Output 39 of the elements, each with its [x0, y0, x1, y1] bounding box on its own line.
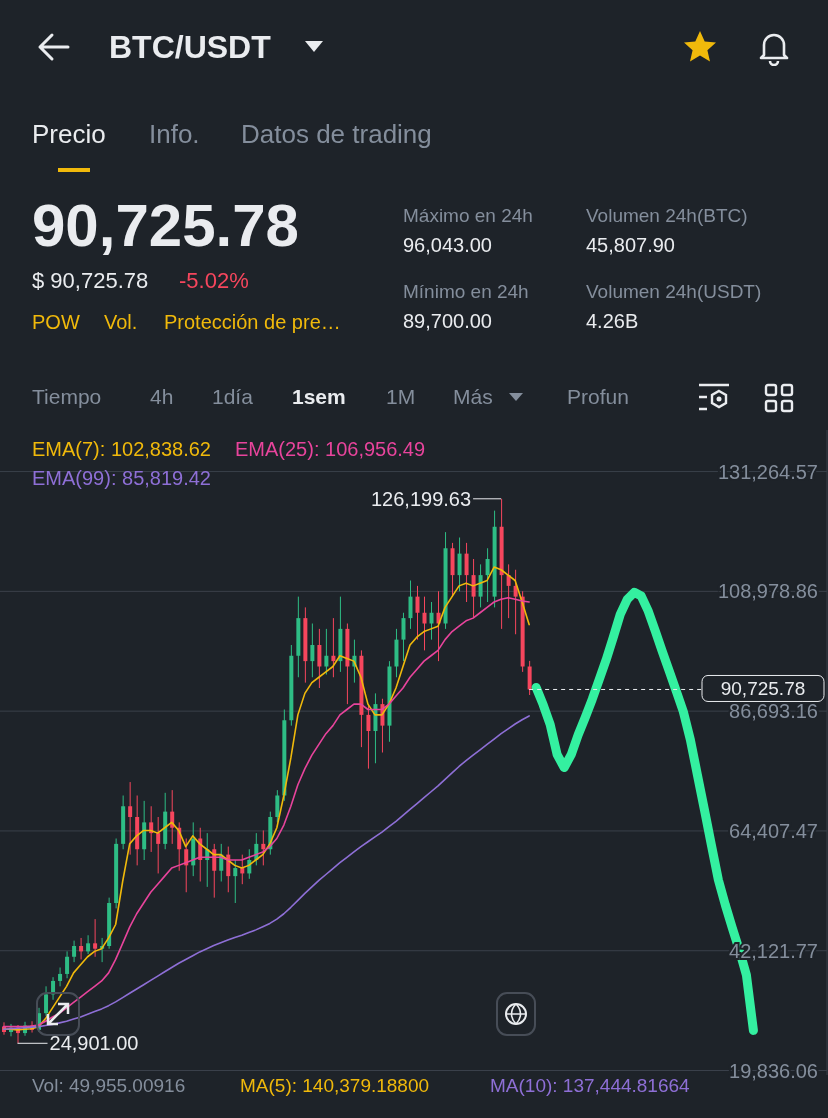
y-tick-label: 64,407.47 — [729, 819, 818, 842]
text: 45,807.90 — [586, 234, 675, 256]
text: Precio — [32, 118, 106, 149]
text: 1día — [212, 385, 253, 409]
text: 1M — [386, 385, 416, 409]
annotation: MA(10): 137,444.81664 — [490, 1074, 690, 1097]
chart-title: BTC/USDT — [109, 28, 271, 66]
text: $ 90,725.78 — [32, 267, 149, 294]
y-tick-label: 131,264.57 — [717, 460, 818, 483]
text: Más — [453, 385, 493, 409]
text: Protección de pre… — [164, 311, 341, 333]
text: Máximo en 24h — [403, 204, 533, 227]
text: EMA(7): 102,838.62 — [32, 438, 211, 461]
text: Mínimo en 24h — [403, 280, 529, 303]
text: Vol. — [104, 311, 138, 333]
ref-line-label: 90,725.78 — [720, 678, 806, 700]
text: 1sem — [292, 385, 346, 409]
y-tick-label: 108,978.86 — [717, 580, 818, 603]
text: 89,700.00 — [403, 310, 492, 332]
text: Profun — [567, 385, 629, 409]
text: 90,725.78 — [32, 192, 299, 259]
text: EMA(99): 85,819.42 — [32, 467, 211, 490]
text: -5.02% — [179, 267, 249, 294]
text: Info. — [149, 118, 200, 149]
text: 4h — [150, 385, 174, 409]
y-tick-label: 86,693.16 — [729, 700, 818, 723]
text: EMA(25): 106,956.49 — [235, 438, 426, 461]
text: Volumen 24h(BTC) — [586, 204, 748, 227]
annotation: 24,901.00 — [49, 1032, 139, 1055]
text: 96,043.00 — [403, 234, 492, 256]
text: Datos de trading — [241, 118, 432, 149]
annotation: MA(5): 140,379.18800 — [240, 1074, 430, 1097]
y-tick-label: 19,836.06 — [729, 1059, 818, 1082]
text: Volumen 24h(USDT) — [586, 280, 762, 303]
text: 4.26B — [586, 310, 639, 332]
text: Tiempo — [32, 385, 102, 409]
annotation: Vol: 49,955.00916 — [32, 1074, 186, 1097]
text: POW — [32, 311, 80, 333]
annotation: 126,199.63 — [371, 487, 472, 510]
